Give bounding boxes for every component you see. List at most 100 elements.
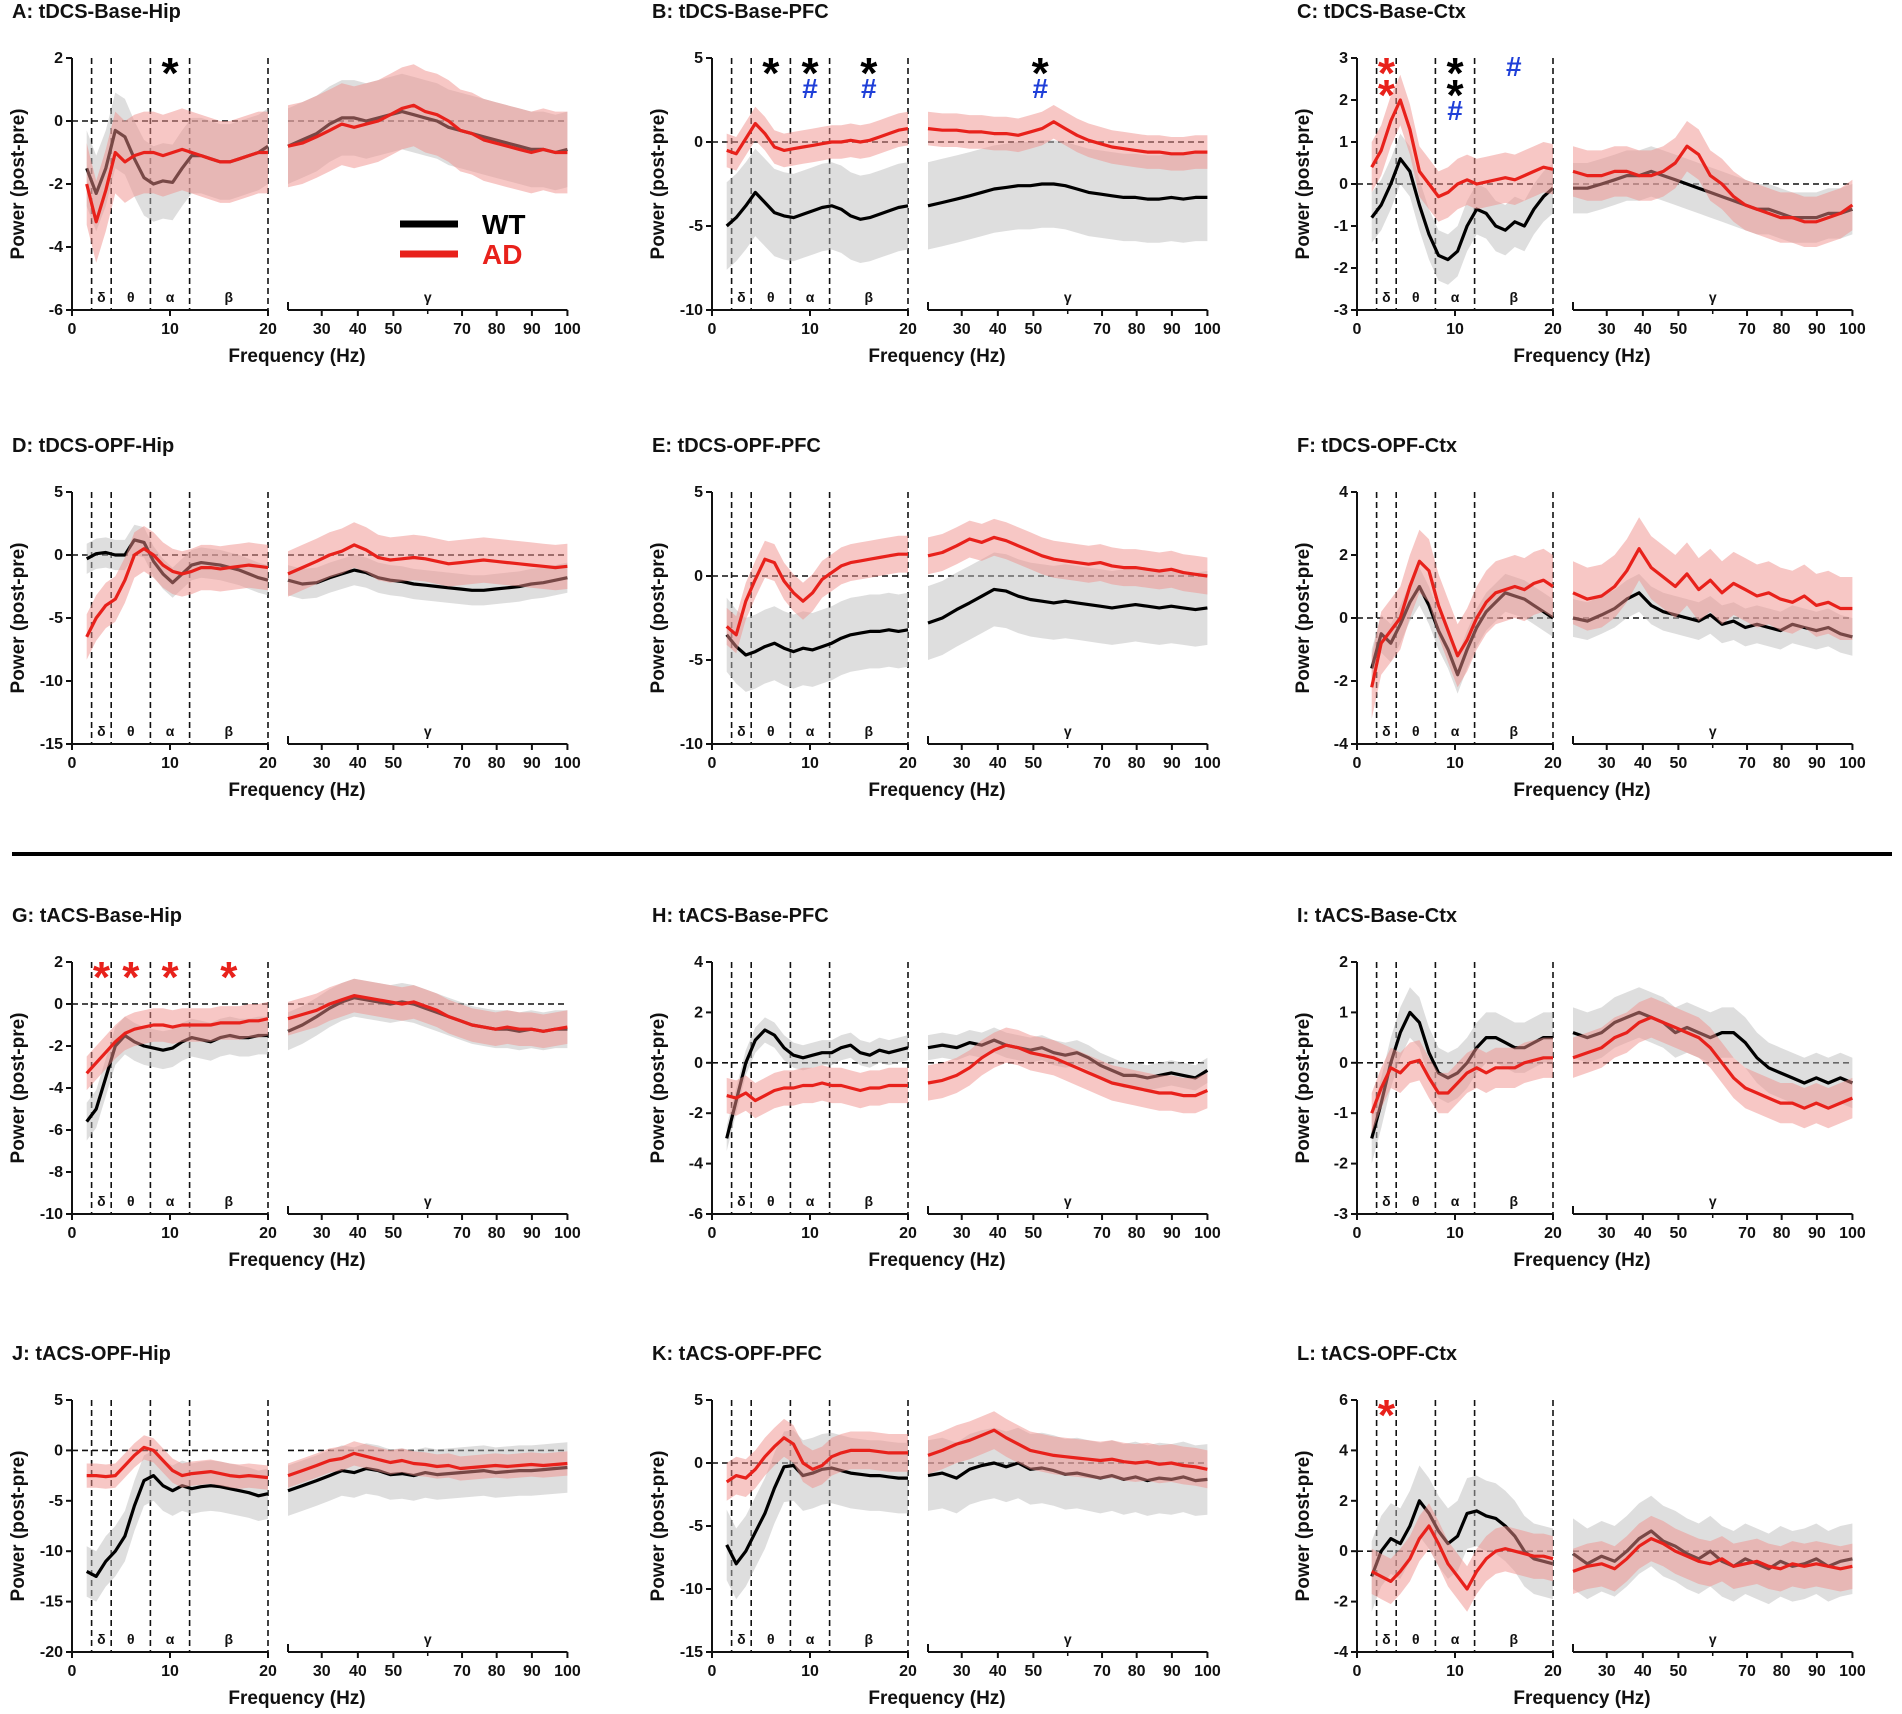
x-tick-label: 90	[523, 321, 541, 338]
x-tick-label: 0	[1353, 321, 1362, 338]
y-tick-label: 1	[1339, 1004, 1348, 1021]
x-tick-label: 80	[488, 1663, 506, 1680]
significance-star: *	[1378, 49, 1396, 98]
y-tick-label: -1	[1334, 1105, 1348, 1122]
ad-sem-band-low	[726, 1065, 908, 1119]
x-tick-label: 90	[1808, 1663, 1826, 1680]
panel-title: A: tDCS-Base-Hip	[12, 1, 181, 23]
x-axis-label: Frequency (Hz)	[1513, 1688, 1650, 1709]
x-tick-label: 100	[554, 1663, 581, 1680]
x-axis-label: Frequency (Hz)	[868, 780, 1005, 801]
wt-sem-band-low	[726, 592, 908, 692]
x-tick-label: 10	[801, 321, 819, 338]
x-tick-label: 70	[1738, 321, 1756, 338]
y-tick-label: -6	[689, 1206, 703, 1223]
ad-sem-band-low	[726, 1418, 908, 1501]
y-axis-label: Power (post-pre)	[8, 1451, 29, 1602]
x-tick-label: 20	[1544, 1663, 1562, 1680]
panel-c: C: tDCS-Base-Ctx Power (post-pre) -3 -2 -1 0 1…	[1293, 1, 1866, 367]
x-tick-label: 30	[953, 321, 971, 338]
x-tick-label: 90	[1163, 1663, 1181, 1680]
x-tick-label: 20	[259, 1663, 277, 1680]
ad-line-low	[726, 121, 909, 156]
band-label: β	[1510, 1193, 1519, 1209]
x-tick-label: 0	[708, 321, 717, 338]
band-label: β	[865, 289, 874, 305]
y-axis-label: Power (post-pre)	[648, 543, 669, 694]
x-tick-label: 100	[1839, 321, 1866, 338]
x-tick-label: 100	[1194, 755, 1221, 772]
panel-title: C: tDCS-Base-Ctx	[1297, 1, 1466, 23]
band-label: θ	[767, 1631, 775, 1647]
x-tick-label: 0	[708, 1663, 717, 1680]
band-label: γ	[1064, 1193, 1072, 1209]
ad-sem-band-high	[1573, 121, 1853, 247]
wt-line-low	[1370, 157, 1555, 262]
y-axis-label: Power (post-pre)	[1293, 1013, 1314, 1164]
x-tick-label: 50	[1669, 1225, 1687, 1242]
x-tick-label: 0	[708, 1225, 717, 1242]
x-tick-label: 50	[1024, 1225, 1042, 1242]
y-tick-label: -5	[689, 218, 703, 235]
x-tick-label: 10	[161, 321, 179, 338]
x-tick-label: 40	[1634, 1225, 1652, 1242]
y-tick-label: 0	[694, 1055, 703, 1072]
y-tick-label: 5	[54, 1392, 63, 1409]
ad-line-high	[287, 1451, 568, 1478]
ad-line-high	[1572, 1537, 1853, 1573]
significance-star: *	[1446, 49, 1464, 98]
y-tick-label: -5	[689, 652, 703, 669]
y-axis-label: Power (post-pre)	[1293, 543, 1314, 694]
y-tick-label: -20	[40, 1644, 63, 1661]
ad-line-high	[927, 1428, 1208, 1471]
y-tick-label: 0	[694, 1455, 703, 1472]
band-label: θ	[127, 289, 135, 305]
band-label: β	[225, 723, 234, 739]
band-label: δ	[1382, 1631, 1391, 1647]
band-label: δ	[1382, 289, 1391, 305]
x-tick-label: 30	[313, 755, 331, 772]
y-tick-label: 5	[694, 1392, 703, 1409]
panel-l: L: tACS-OPF-Ctx Power (post-pre) -4 -2 0 2 4 6 0…	[1293, 1343, 1866, 1709]
band-label: θ	[1412, 723, 1420, 739]
y-tick-label: 0	[694, 568, 703, 585]
band-label: α	[1451, 723, 1460, 739]
x-tick-label: 90	[1808, 755, 1826, 772]
x-tick-label: 90	[1163, 755, 1181, 772]
band-label: δ	[97, 1193, 106, 1209]
band-label: δ	[1382, 723, 1391, 739]
x-tick-label: 50	[384, 321, 402, 338]
x-tick-label: 10	[1446, 1225, 1464, 1242]
x-tick-label: 20	[259, 321, 277, 338]
y-tick-label: 2	[694, 1004, 703, 1021]
ad-line-low	[725, 552, 908, 637]
band-label: δ	[737, 289, 746, 305]
y-axis-label: Power (post-pre)	[648, 109, 669, 260]
y-tick-label: -3	[1334, 1206, 1348, 1223]
x-axis-label: Frequency (Hz)	[228, 780, 365, 801]
x-tick-label: 50	[384, 755, 402, 772]
x-tick-label: 20	[259, 755, 277, 772]
x-tick-label: 0	[1353, 1663, 1362, 1680]
y-tick-label: 2	[54, 50, 63, 67]
band-label: γ	[424, 1193, 432, 1209]
band-label: α	[806, 289, 815, 305]
ad-sem-band-low	[1371, 74, 1553, 222]
legend-ad-label: AD	[482, 239, 522, 270]
band-label: γ	[1709, 1631, 1717, 1647]
band-label: θ	[127, 723, 135, 739]
y-tick-label: -5	[689, 1518, 703, 1535]
y-tick-label: -15	[40, 736, 63, 753]
x-tick-label: 10	[161, 1663, 179, 1680]
y-tick-label: -10	[40, 673, 63, 690]
x-tick-label: 0	[708, 755, 717, 772]
y-axis-label: Power (post-pre)	[8, 109, 29, 260]
x-tick-label: 40	[989, 321, 1007, 338]
band-label: β	[865, 1193, 874, 1209]
band-label: θ	[1412, 289, 1420, 305]
y-tick-label: 1	[1339, 134, 1348, 151]
band-label: α	[806, 1193, 815, 1209]
significance-star: *	[220, 953, 238, 1002]
significance-star: *	[1378, 71, 1396, 120]
